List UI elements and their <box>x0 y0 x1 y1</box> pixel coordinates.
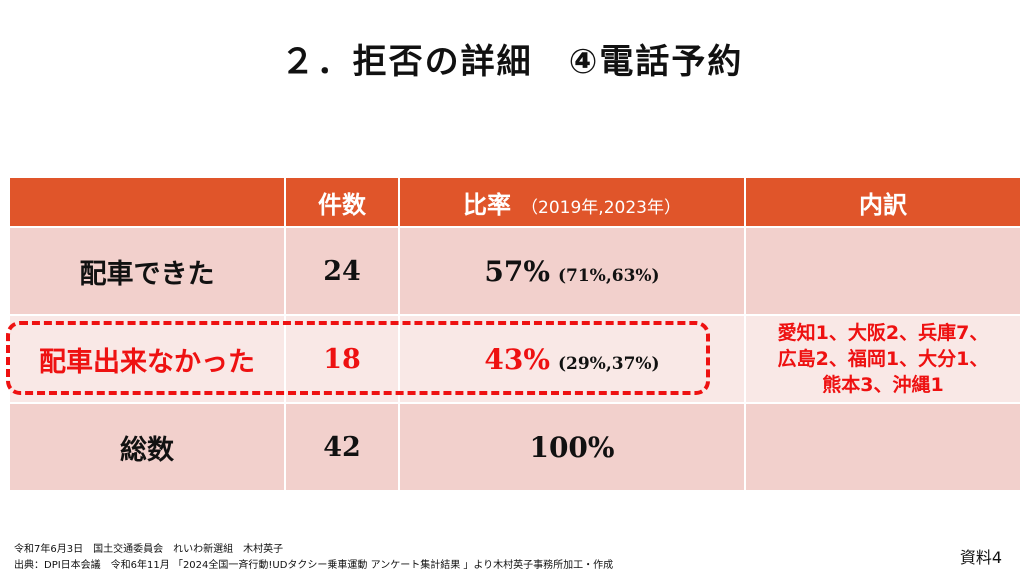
table-row: 配車できた 24 57% (71%,63%) <box>8 226 1022 316</box>
row-label: 配車できた <box>8 226 286 316</box>
row-label: 配車出来なかった <box>8 314 286 404</box>
footer-line-1: 令和7年6月3日 国土交通委員会 れいわ新選組 木村英子 <box>14 544 284 555</box>
header-rate: 比率 （2019年,2023年） <box>398 176 746 228</box>
page-title: ２．拒否の詳細 ④電話予約 <box>280 42 744 82</box>
header-empty <box>8 176 286 228</box>
header-count: 件数 <box>284 176 400 228</box>
header-rate-label: 比率 <box>463 190 512 219</box>
breakdown-line: 愛知1、大阪2、兵庫7、 <box>777 322 989 344</box>
row-breakdown <box>744 226 1022 316</box>
rate-years: (71%,63%) <box>557 265 660 286</box>
breakdown-line: 広島2、福岡1、大分1、 <box>777 348 989 370</box>
footer-line-2: 出典：DPI日本会議 令和6年11月 「2024全国一斉行動!UDタクシー乗車運… <box>14 560 614 571</box>
table-header-row: 件数 比率 （2019年,2023年） 内訳 <box>8 176 1022 228</box>
rate-value: 57% <box>484 254 550 288</box>
header-rate-years: （2019年,2023年） <box>521 197 681 218</box>
rate-years: (29%,37%) <box>557 353 660 374</box>
document-label: 資料4 <box>959 548 1002 567</box>
rate-value: 43% <box>484 342 550 376</box>
row-breakdown: 愛知1、大阪2、兵庫7、 広島2、福岡1、大分1、 熊本3、沖縄1 <box>744 314 1022 404</box>
row-label: 総数 <box>8 402 286 492</box>
header-breakdown: 内訳 <box>744 176 1022 228</box>
rate-value: 100% <box>529 430 615 464</box>
table-row: 配車出来なかった 18 43% (29%,37%) 愛知1、大阪2、兵庫7、 広島… <box>8 314 1022 404</box>
row-rate: 100% <box>398 402 746 492</box>
highlight-dashed-frame <box>6 321 710 395</box>
row-count: 18 <box>284 314 400 404</box>
table-row: 総数 42 100% <box>8 402 1022 492</box>
row-breakdown <box>744 402 1022 492</box>
row-count: 42 <box>284 402 400 492</box>
row-rate: 57% (71%,63%) <box>398 226 746 316</box>
row-rate: 43% (29%,37%) <box>398 314 746 404</box>
refusal-table: 件数 比率 （2019年,2023年） 内訳 配車できた 24 57% (71%,6… <box>8 176 1022 492</box>
row-count: 24 <box>284 226 400 316</box>
breakdown-line: 熊本3、沖縄1 <box>822 374 944 396</box>
